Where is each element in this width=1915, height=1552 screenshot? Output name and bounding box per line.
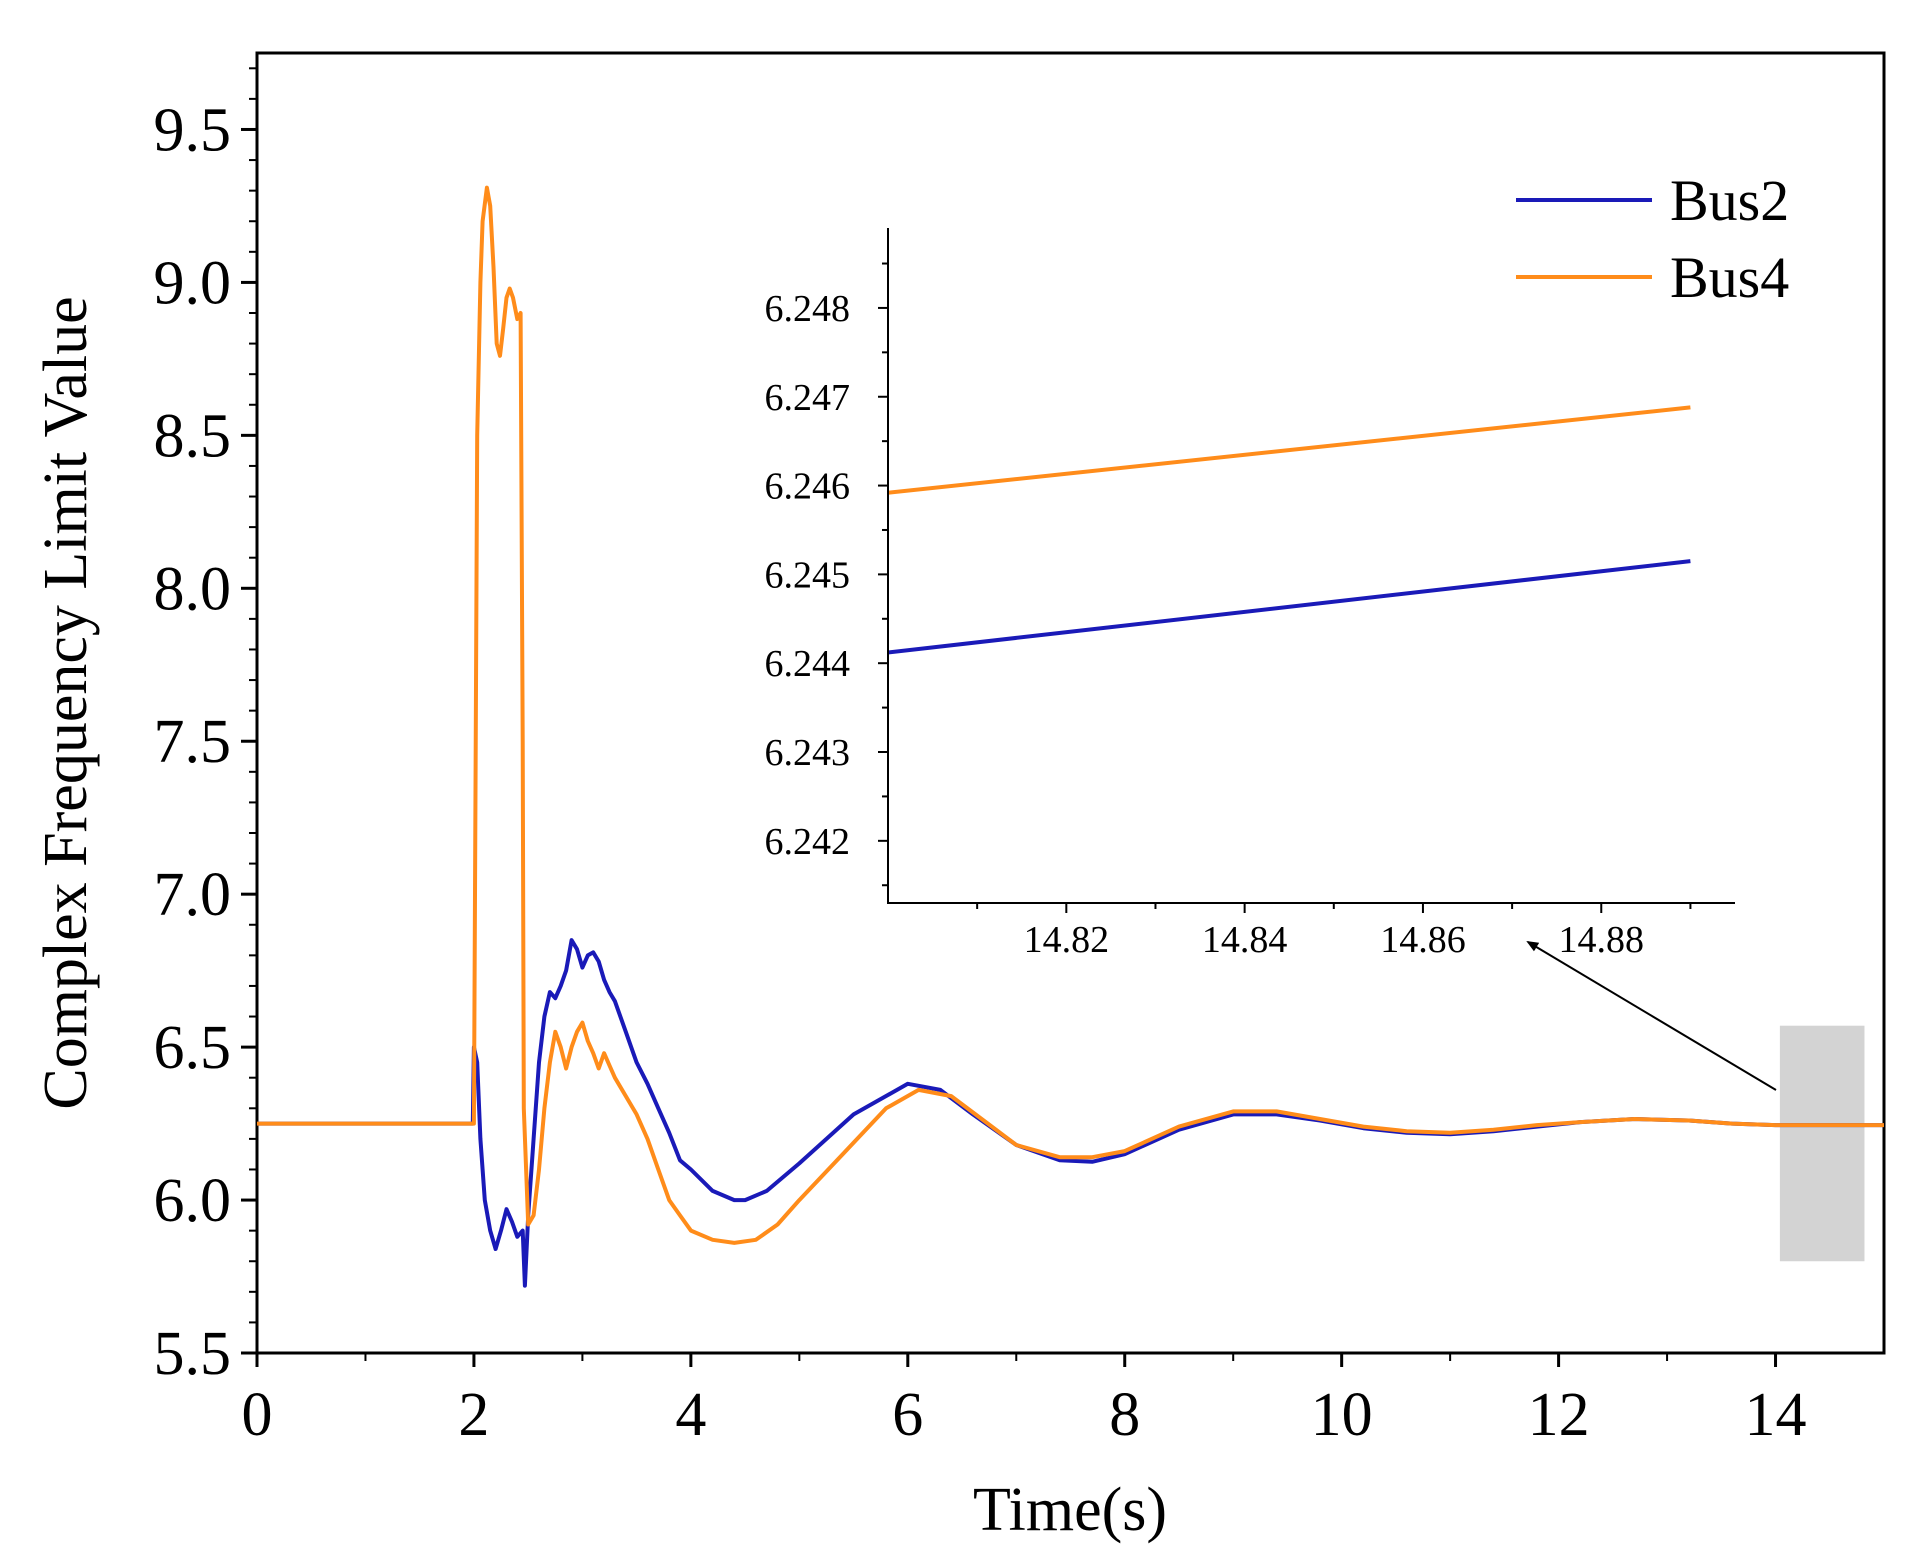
x-tick-label: 6 [892, 1381, 923, 1449]
inset-plot-marks [887, 405, 1691, 655]
inset-y-tick-label: 6.246 [765, 466, 851, 508]
x-tick-label: 14 [1745, 1381, 1807, 1449]
x-tick-label: 10 [1311, 1381, 1373, 1449]
y-tick-label: 5.5 [154, 1320, 232, 1388]
inset-y-tick-label: 6.243 [765, 732, 851, 774]
series-line-bus4 [257, 185, 1884, 1245]
x-tick-label: 0 [242, 1381, 273, 1449]
y-tick-label: 8.5 [154, 402, 232, 470]
y-tick-label: 7.0 [154, 861, 232, 929]
inset-y-tick-label: 6.245 [765, 554, 851, 596]
inset-series-line-bus2 [887, 559, 1691, 655]
inset-y-tick-label: 6.244 [765, 643, 851, 685]
x-axis-label: Time(s) [973, 1476, 1167, 1544]
legend: Bus2 Bus4 [1516, 168, 1789, 310]
zoom-region-highlight [1779, 1025, 1865, 1262]
x-tick-label: 4 [675, 1381, 706, 1449]
inset-x-tick-label: 14.88 [1559, 919, 1645, 961]
main-axis-ticks: 0 2 4 6 8 10 12 14 5.5 6.0 6.5 7.0 7.5 8.0 8.5 9.0 9.5 [154, 67, 1807, 1449]
legend-label-bus2: Bus2 [1670, 168, 1789, 233]
x-tick-label: 12 [1528, 1381, 1590, 1449]
inset-y-tick-label: 6.248 [765, 288, 851, 330]
y-tick-label: 6.5 [154, 1014, 232, 1082]
y-tick-label: 8.0 [154, 555, 232, 623]
y-tick-label: 9.5 [154, 96, 232, 164]
inset-y-tick-label: 6.247 [765, 377, 851, 419]
x-tick-label: 8 [1109, 1381, 1140, 1449]
y-tick-label: 7.5 [154, 708, 232, 776]
inset-series-line-bus4 [887, 405, 1691, 495]
y-axis-label: Complex Frequency Limit Value [32, 296, 100, 1109]
inset-y-tick-label: 6.242 [765, 821, 851, 863]
main-plot-frame [255, 51, 1886, 1355]
legend-label-bus4: Bus4 [1670, 245, 1789, 310]
inset-x-tick-label: 14.82 [1024, 919, 1110, 961]
y-tick-label: 9.0 [154, 249, 232, 317]
inset-axis-ticks: 14.82 14.84 14.86 14.88 6.242 6.243 6.244 6.245… [765, 262, 1692, 961]
inset-x-tick-label: 14.86 [1380, 919, 1466, 961]
main-plot-marks [257, 185, 1884, 1288]
zoom-arrow [1526, 940, 1777, 1091]
inset-x-tick-label: 14.84 [1202, 919, 1288, 961]
series-line-bus2 [257, 938, 1884, 1288]
x-tick-label: 2 [458, 1381, 489, 1449]
inset-axes [887, 228, 1735, 904]
y-tick-label: 6.0 [154, 1167, 232, 1235]
